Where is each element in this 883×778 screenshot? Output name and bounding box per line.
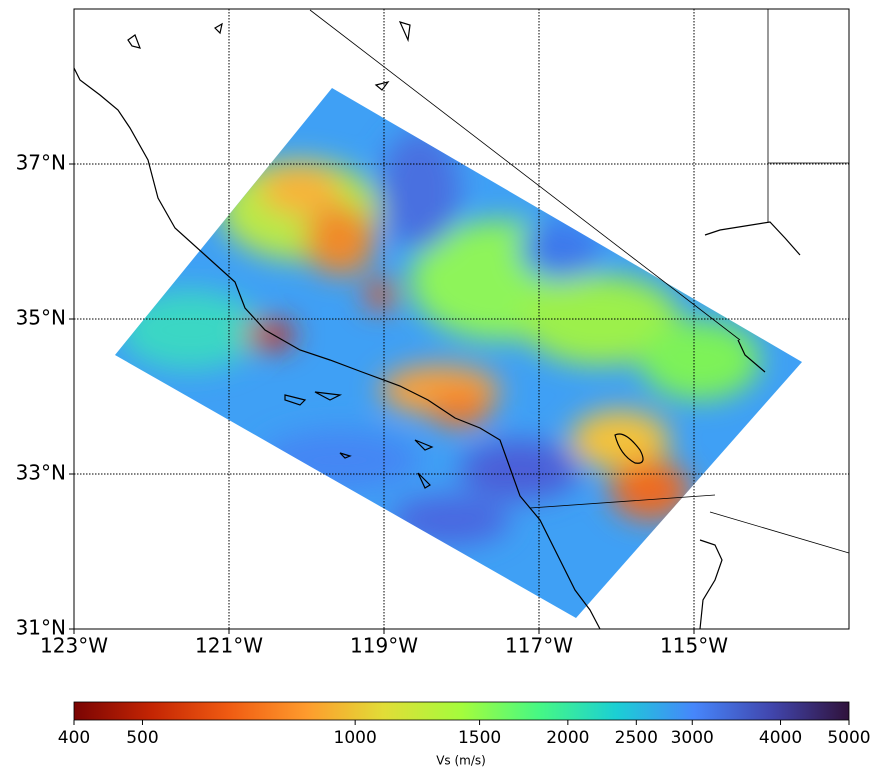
x-tick-label: 121°W [195,634,263,658]
colorbar-tick-label: 3000 [671,728,714,748]
colorbar [73,701,850,721]
x-tick-label: 117°W [505,634,573,658]
colorbar-tick-label: 5000 [827,728,870,748]
colorbar-tick-label: 400 [58,728,90,748]
y-tick-label: 31°N [16,616,66,640]
colorbar-tick-label: 500 [126,728,158,748]
x-tick-label: 115°W [660,634,728,658]
y-tick-label: 33°N [16,461,66,485]
colorbar-tick-label: 2000 [546,728,589,748]
x-tick-label: 123°W [40,634,108,658]
colorbar-tick-label: 4000 [759,728,802,748]
colorbar-tick-label: 2500 [615,728,658,748]
y-tick-label: 37°N [16,151,66,175]
x-tick-label: 119°W [350,634,418,658]
velocity-field [115,88,802,618]
borders [309,9,850,554]
colorbar-label: Vs (m/s) [436,754,486,768]
y-tick-label: 35°N [16,306,66,330]
coastlines [73,21,801,630]
colorbar-tick-label: 1000 [334,728,377,748]
colorbar-tick-label: 1500 [458,728,501,748]
